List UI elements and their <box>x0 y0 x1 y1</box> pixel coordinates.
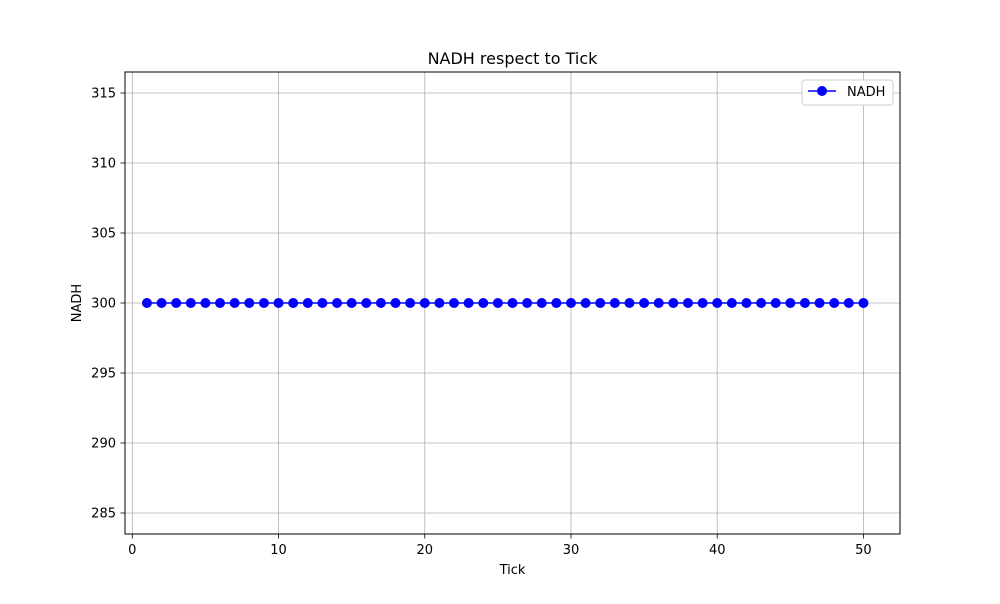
data-point <box>756 298 767 308</box>
data-point <box>288 298 299 308</box>
data-point <box>624 298 635 308</box>
data-point <box>156 298 167 308</box>
data-point <box>639 298 650 308</box>
y-tick-label: 285 <box>91 507 116 522</box>
y-tick-label: 290 <box>91 437 116 452</box>
legend-swatch-marker <box>817 86 827 96</box>
data-point <box>799 298 810 308</box>
y-tick-label: 300 <box>91 297 116 312</box>
data-point <box>697 298 708 308</box>
data-point <box>595 298 606 308</box>
data-point <box>741 298 752 308</box>
data-point <box>492 298 503 308</box>
data-point <box>565 298 576 308</box>
x-tick-label: 0 <box>128 543 136 558</box>
data-point <box>478 298 489 308</box>
data-point <box>258 298 269 308</box>
data-point <box>332 298 343 308</box>
series-layer <box>141 298 869 308</box>
y-tick-label: 305 <box>91 227 116 242</box>
legend: NADH <box>801 79 894 106</box>
data-point <box>390 298 401 308</box>
data-point <box>200 298 211 308</box>
data-point <box>551 298 562 308</box>
data-point <box>770 298 781 308</box>
x-axis-label: Tick <box>499 563 526 578</box>
legend-box <box>801 79 894 106</box>
x-tick-label: 20 <box>416 543 433 558</box>
data-point <box>419 298 430 308</box>
data-point <box>682 298 693 308</box>
data-point <box>536 298 547 308</box>
data-point <box>814 298 825 308</box>
data-point <box>405 298 416 308</box>
chart-title: NADH respect to Tick <box>428 49 599 68</box>
y-axis-label: NADH <box>70 284 85 322</box>
x-tick-label: 40 <box>709 543 726 558</box>
y-tick-label: 310 <box>91 157 116 172</box>
data-point <box>712 298 723 308</box>
data-point <box>434 298 445 308</box>
x-tick-label: 30 <box>563 543 580 558</box>
data-point <box>507 298 518 308</box>
data-point <box>609 298 620 308</box>
y-tick-label: 315 <box>91 87 116 102</box>
data-point <box>229 298 240 308</box>
data-point <box>273 298 284 308</box>
data-point <box>653 298 664 308</box>
data-point <box>843 298 854 308</box>
data-point <box>215 298 226 308</box>
data-point <box>141 298 152 308</box>
data-point <box>858 298 869 308</box>
data-point <box>829 298 840 308</box>
data-point <box>361 298 372 308</box>
data-point <box>726 298 737 308</box>
data-point <box>317 298 328 308</box>
data-point <box>171 298 182 308</box>
data-point <box>185 298 196 308</box>
y-tick-label: 295 <box>91 367 116 382</box>
data-point <box>463 298 474 308</box>
data-point <box>346 298 357 308</box>
x-tick-label: 50 <box>855 543 872 558</box>
axis-ticks: 0 10 20 30 40 50 285 290 295 300 305 310 315 <box>91 87 872 559</box>
data-point <box>785 298 796 308</box>
data-point <box>668 298 679 308</box>
data-point <box>302 298 313 308</box>
data-point <box>522 298 533 308</box>
x-tick-label: 10 <box>270 543 287 558</box>
data-point <box>375 298 386 308</box>
data-point <box>449 298 460 308</box>
legend-label-nadh: NADH <box>847 85 885 100</box>
data-point <box>244 298 255 308</box>
data-point <box>580 298 591 308</box>
